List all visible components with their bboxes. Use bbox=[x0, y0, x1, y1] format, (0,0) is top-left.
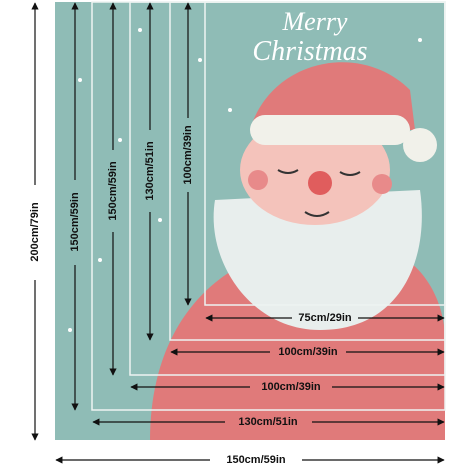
dimension-label: 150cm/59in bbox=[226, 454, 286, 466]
dimension-label: 75cm/29in bbox=[298, 312, 351, 324]
dimension-label: 150cm/59in bbox=[69, 192, 81, 252]
dimension-label: 150cm/59in bbox=[107, 161, 119, 221]
panels bbox=[91, 1, 446, 411]
title-line: Christmas bbox=[252, 36, 367, 67]
dimension-label: 130cm/51in bbox=[144, 141, 156, 201]
dimension-label: 200cm/79in bbox=[29, 202, 41, 262]
horizontal-dimension-lines bbox=[55, 314, 445, 464]
dimension-label: 100cm/39in bbox=[182, 125, 194, 185]
vertical-dimension-lines bbox=[31, 2, 192, 441]
snow bbox=[68, 28, 422, 332]
dimension-label: 100cm/39in bbox=[278, 346, 338, 358]
dimension-label: 100cm/39in bbox=[261, 381, 321, 393]
dimension-label: 130cm/51in bbox=[238, 416, 298, 428]
title-line: Merry bbox=[282, 7, 348, 36]
